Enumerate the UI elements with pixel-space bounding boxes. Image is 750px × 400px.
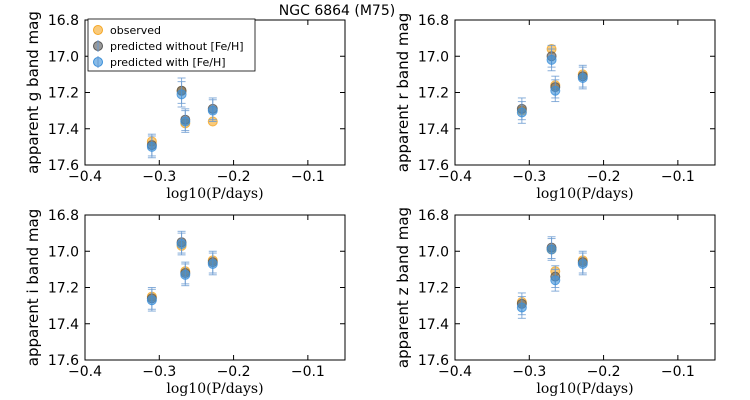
legend: observed predicted without [Fe/H] predicte…	[87, 18, 256, 72]
y-tick-label: 17.2	[48, 86, 79, 102]
x-axis-label-z: log10(P/days)	[536, 381, 633, 397]
legend-marker-observed	[93, 25, 103, 35]
legend-label-pred_with: predicted with [Fe/H]	[110, 56, 226, 69]
x-tick-label: −0.3	[142, 364, 176, 380]
y-tick-label: 17.0	[418, 49, 449, 65]
data-point-pred_with	[146, 141, 157, 152]
x-tick-label: −0.4	[68, 364, 102, 380]
y-tick-label: 17.0	[48, 244, 79, 260]
x-tick-label: −0.4	[68, 169, 102, 185]
x-tick-label: −0.2	[587, 364, 621, 380]
y-tick-label: 16.8	[418, 13, 449, 29]
data-point-pred_with	[180, 269, 191, 280]
data-point-pred_with	[176, 89, 187, 100]
y-tick-label: 17.0	[48, 49, 79, 65]
legend-label-pred_without: predicted without [Fe/H]	[110, 40, 244, 53]
legend-label-observed: observed	[110, 24, 161, 37]
y-tick-label: 17.6	[48, 353, 79, 369]
x-tick-label: −0.4	[438, 364, 472, 380]
data-point-pred_with	[176, 239, 187, 249]
x-axis-label-i: log10(P/days)	[166, 381, 263, 397]
y-tick-label: 16.8	[48, 208, 79, 224]
x-tick-label: −0.3	[142, 169, 176, 185]
data-point-pred_with	[550, 85, 561, 96]
x-tick-label: −0.2	[217, 169, 251, 185]
y-tick-label: 17.2	[48, 281, 79, 297]
y-tick-label: 17.6	[48, 158, 79, 174]
y-tick-label: 17.6	[418, 353, 449, 369]
x-tick-label: −0.1	[291, 169, 325, 185]
x-tick-label: −0.1	[661, 169, 695, 185]
data-point-pred_with	[146, 295, 157, 306]
x-tick-label: −0.3	[512, 169, 546, 185]
figure-title: NGC 6864 (M75)	[279, 3, 395, 19]
data-point-pred_with	[546, 244, 557, 255]
x-axis-label-g: log10(P/days)	[166, 186, 263, 202]
y-axis-label-r: apparent r band mag	[394, 13, 412, 172]
y-tick-label: 17.2	[418, 86, 449, 102]
y-axis-label-z: apparent z band mag	[394, 207, 412, 368]
plot-frame-z	[454, 214, 716, 361]
x-axis-label-r: log10(P/days)	[536, 186, 633, 202]
x-tick-label: −0.2	[217, 364, 251, 380]
data-point-pred_with	[577, 73, 588, 83]
panel-z: −0.4 −0.3 −0.2 −0.1 16.8 17.0 17.2 17.4 17.6 appa…	[394, 207, 716, 397]
data-point-pred_with	[546, 54, 557, 65]
y-tick-label: 16.8	[418, 208, 449, 224]
y-tick-label: 17.4	[418, 122, 449, 138]
x-tick-label: −0.3	[512, 364, 546, 380]
data-point-pred_with	[577, 258, 588, 269]
y-tick-label: 17.6	[418, 158, 449, 174]
panel-i: −0.4 −0.3 −0.2 −0.1 16.8 17.0 17.2 17.4 17.6 appa…	[24, 208, 346, 397]
plot-frame-i	[84, 214, 346, 361]
data-point-pred_with	[550, 275, 561, 286]
data-point-pred_with	[207, 258, 218, 269]
y-tick-label: 16.8	[48, 13, 79, 29]
panel-g: −0.4 −0.3 −0.2 −0.1 16.8 17.0 17.2 17.4 17.6 appa…	[24, 11, 346, 202]
x-tick-label: −0.4	[438, 169, 472, 185]
y-axis-label-g: apparent g band mag	[24, 11, 42, 174]
data-point-pred_with	[207, 105, 218, 116]
x-tick-label: −0.1	[291, 364, 325, 380]
data-point-pred_with	[516, 107, 527, 118]
y-axis-label-i: apparent i band mag	[24, 209, 42, 366]
plot-frame-r	[454, 19, 716, 166]
panel-r: −0.4 −0.3 −0.2 −0.1 16.8 17.0 17.2 17.4 17.6 appa…	[394, 13, 716, 202]
y-tick-label: 17.4	[48, 317, 79, 333]
legend-box	[87, 18, 256, 72]
x-tick-label: −0.2	[587, 169, 621, 185]
y-tick-label: 17.4	[418, 317, 449, 333]
y-tick-label: 17.0	[418, 244, 449, 260]
y-tick-label: 17.4	[48, 122, 79, 138]
x-tick-label: −0.1	[661, 364, 695, 380]
data-point-pred_with	[180, 116, 191, 127]
y-tick-label: 17.2	[418, 281, 449, 297]
data-point-pred_with	[516, 302, 527, 313]
